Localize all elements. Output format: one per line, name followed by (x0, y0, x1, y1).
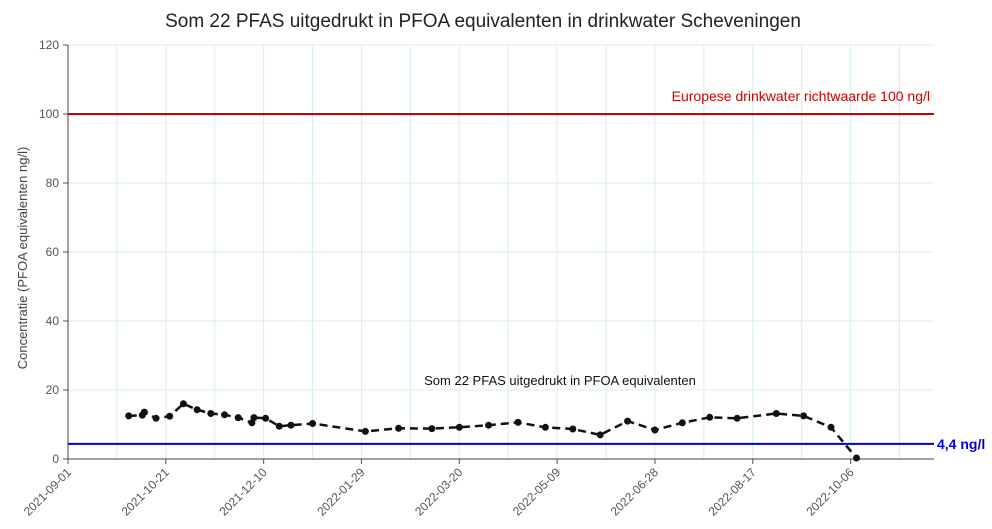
y-tick-label: 120 (39, 38, 59, 52)
y-tick-label: 0 (52, 452, 59, 466)
data-point (485, 421, 493, 429)
y-tick-label: 100 (39, 107, 59, 121)
series-line (128, 402, 858, 459)
series-annotation: Som 22 PFAS uitgedrukt in PFOA equivalen… (424, 373, 696, 388)
data-point (179, 400, 187, 408)
data-point (772, 410, 780, 417)
data-point (428, 425, 436, 433)
data-point (624, 417, 632, 425)
data-point (193, 406, 201, 414)
data-point (706, 413, 714, 421)
y-tick-label: 40 (46, 314, 60, 328)
data-point (166, 412, 174, 420)
data-point (678, 419, 686, 427)
data-point (827, 423, 835, 431)
data-point (262, 414, 270, 422)
data-point (221, 411, 228, 419)
data-point (275, 422, 283, 430)
data-point (395, 424, 403, 432)
data-point (541, 423, 549, 431)
y-tick-label: 80 (46, 176, 60, 190)
data-point (800, 412, 808, 420)
data-point (853, 454, 860, 462)
data-point (152, 414, 160, 422)
data-point (125, 412, 133, 420)
data-point (287, 421, 295, 429)
data-point (361, 427, 369, 435)
data-point (455, 423, 463, 431)
data-point (733, 414, 741, 422)
data-point (651, 426, 659, 434)
data-point (207, 410, 215, 417)
reference-lines: Europese drinkwater richtwaarde 100 ng/l… (68, 88, 985, 452)
data-point (596, 431, 604, 439)
reference-line-label: Europese drinkwater richtwaarde 100 ng/l (672, 88, 930, 104)
data-point (140, 408, 148, 416)
y-tick-label: 20 (46, 383, 60, 397)
y-tick-label: 60 (46, 245, 60, 259)
data-point (569, 425, 577, 433)
y-axis-label: Concentratie (PFOA equivalenten ng/l) (15, 147, 30, 370)
series-layer (125, 400, 860, 462)
data-point (234, 414, 242, 422)
reference-line-label: 4,4 ng/l (937, 436, 985, 452)
chart-title: Som 22 PFAS uitgedrukt in PFOA equivalen… (165, 11, 801, 32)
data-point (309, 420, 317, 427)
data-point (514, 418, 522, 426)
data-point (250, 414, 258, 422)
